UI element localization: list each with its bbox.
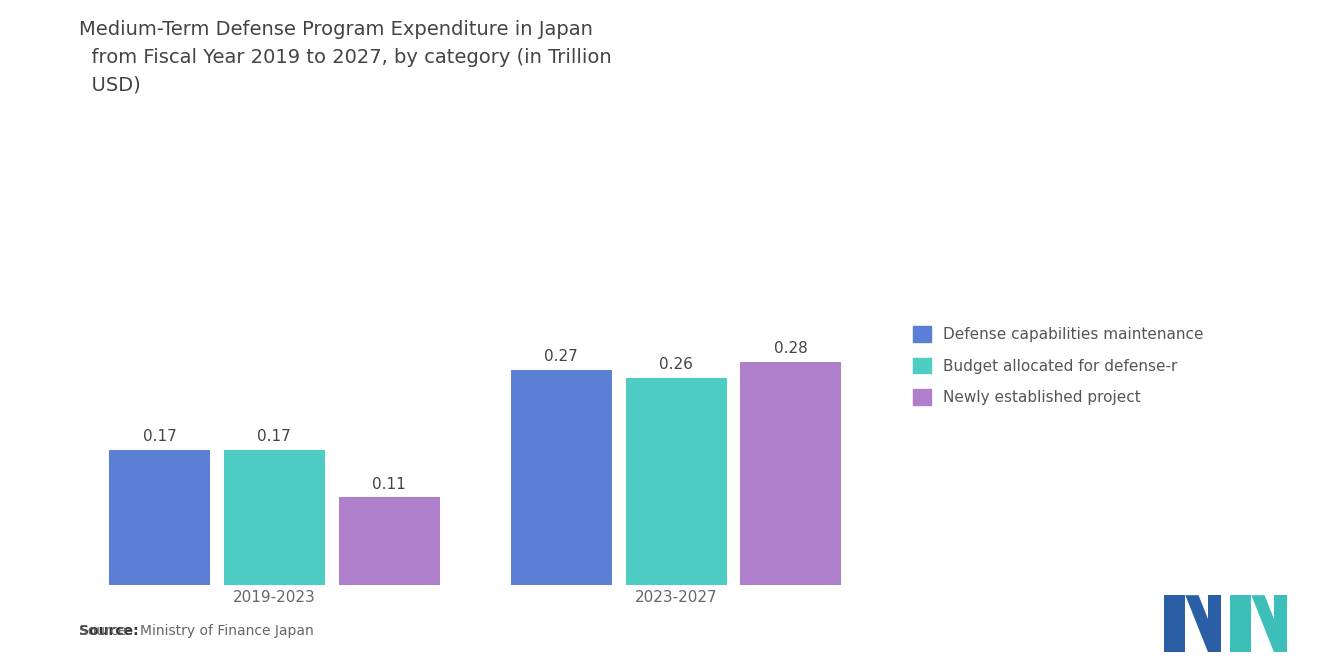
Text: 0.11: 0.11 — [372, 477, 407, 492]
Text: Source:  Ministry of Finance Japan: Source: Ministry of Finance Japan — [79, 624, 314, 638]
Text: Source:: Source: — [79, 624, 139, 638]
Text: 0.26: 0.26 — [659, 357, 693, 372]
Text: 0.27: 0.27 — [544, 349, 578, 364]
Text: 0.17: 0.17 — [143, 429, 177, 444]
Bar — [741, 362, 841, 585]
Bar — [511, 370, 611, 585]
Text: 0.28: 0.28 — [774, 341, 808, 356]
Polygon shape — [1274, 595, 1287, 652]
Bar — [110, 450, 210, 585]
Bar — [626, 378, 726, 585]
Polygon shape — [1230, 595, 1251, 652]
Bar — [339, 497, 440, 585]
Polygon shape — [1185, 595, 1221, 652]
Text: Medium-Term Defense Program Expenditure in Japan
  from Fiscal Year 2019 to 2027: Medium-Term Defense Program Expenditure … — [79, 20, 612, 95]
Legend: Defense capabilities maintenance, Budget allocated for defense-r, Newly establis: Defense capabilities maintenance, Budget… — [906, 319, 1212, 413]
Bar — [224, 450, 325, 585]
Text: 0.17: 0.17 — [257, 429, 292, 444]
Polygon shape — [1208, 595, 1221, 652]
Polygon shape — [1251, 595, 1287, 652]
Polygon shape — [1164, 595, 1185, 652]
